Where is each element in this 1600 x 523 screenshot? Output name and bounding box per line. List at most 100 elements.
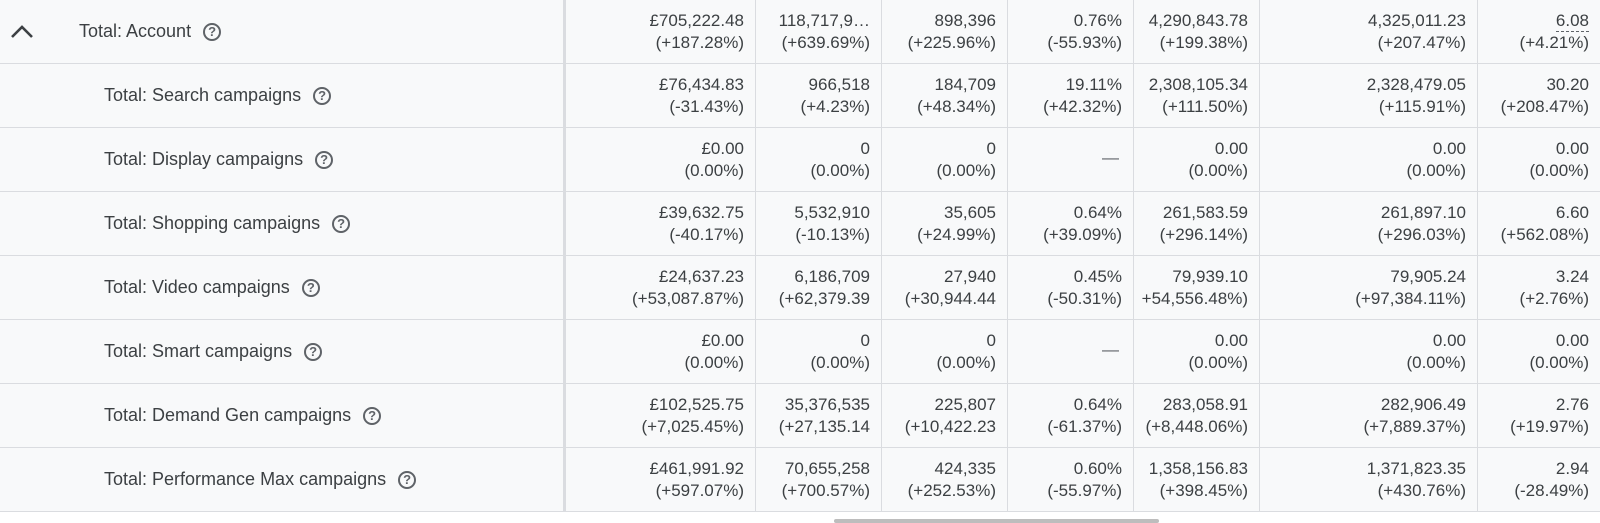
metric-change: (0.00%) [810, 161, 870, 180]
metric-change: (+48.34%) [917, 97, 996, 116]
metric-value: 1,358,156.83 [1148, 459, 1248, 478]
empty-value-dash: — [1102, 340, 1119, 359]
metric-change: (+225.96%) [907, 33, 996, 52]
metric-value: 19.11% [1065, 75, 1122, 94]
row-label-text: Total: Search campaigns [104, 85, 302, 105]
metric-cell: 2.94 (-28.49%) [1478, 448, 1600, 511]
metric-change: (+27,135.14 [778, 417, 870, 436]
metric-change: (+208.47%) [1500, 97, 1589, 116]
metric-cell: 2,328,479.05 (+115.91%) [1260, 64, 1478, 127]
metric-cell: £705,222.48 (+187.28%) [566, 0, 756, 63]
metric-change: (-31.43%) [669, 97, 744, 116]
row-name-cell: Total: Smart campaigns ? [0, 320, 566, 383]
metric-change: (0.00%) [684, 161, 744, 180]
metric-cell: 1,371,823.35 (+430.76%) [1260, 448, 1478, 511]
metric-cell: 0 (0.00%) [882, 128, 1008, 191]
metric-change: (0.00%) [1188, 353, 1248, 372]
metric-change: (+2.76%) [1519, 289, 1589, 308]
metric-change: (+207.47%) [1377, 33, 1466, 52]
table-row-smart: Total: Smart campaigns ? £0.00 (0.00%) 0 (… [0, 320, 1600, 384]
metric-value: 0.00 [1214, 331, 1248, 350]
metric-cell: 79,939.10 +54,556.48%) [1134, 256, 1260, 319]
metric-cell: 0.60% (-55.97%) [1008, 448, 1134, 511]
metric-value: 30.20 [1546, 75, 1589, 94]
metric-cell: 0 (0.00%) [882, 320, 1008, 383]
metric-change: (+42.32%) [1043, 97, 1122, 116]
metric-change: +54,556.48%) [1141, 289, 1248, 308]
help-icon[interactable]: ? [313, 86, 332, 105]
metric-change: (+597.07%) [655, 481, 744, 500]
metric-change: (+24.99%) [917, 225, 996, 244]
metric-value: 966,518 [808, 75, 870, 94]
table-row-display: Total: Display campaigns ? £0.00 (0.00%) … [0, 128, 1600, 192]
metric-change: (+7,889.37%) [1363, 417, 1466, 436]
metric-cell: 0.00 (0.00%) [1134, 128, 1260, 191]
help-icon[interactable]: ? [332, 214, 351, 233]
help-icon[interactable]: ? [203, 22, 222, 41]
row-name-cell: Total: Account ? [0, 0, 566, 63]
help-icon[interactable]: ? [304, 342, 323, 361]
metric-cell: £102,525.75 (+7,025.45%) [566, 384, 756, 447]
metric-cell: 0.00 (0.00%) [1478, 320, 1600, 383]
metric-change: (+4.23%) [800, 97, 870, 116]
metric-change: (0.00%) [1188, 161, 1248, 180]
row-name-cell: Total: Performance Max campaigns ? [0, 448, 566, 511]
metric-cell: £0.00 (0.00%) [566, 128, 756, 191]
row-name-cell: Total: Shopping campaigns ? [0, 192, 566, 255]
row-name-cell: Total: Display campaigns ? [0, 128, 566, 191]
metric-value: 0.64% [1073, 395, 1122, 414]
metric-cell: 0.64% (-61.37%) [1008, 384, 1134, 447]
table-row-demand-gen: Total: Demand Gen campaigns ? £102,525.7… [0, 384, 1600, 448]
row-label-text: Total: Display campaigns [104, 149, 304, 169]
metric-change: (0.00%) [936, 353, 996, 372]
metric-change: (0.00%) [1406, 353, 1466, 372]
metric-value: 0.00 [1555, 139, 1589, 158]
metric-value: 424,335 [934, 459, 996, 478]
metric-cell: — [1008, 320, 1134, 383]
metric-value: 2,308,105.34 [1148, 75, 1248, 94]
metric-value: 4,290,843.78 [1148, 11, 1248, 30]
metric-change: (+62,379.39 [778, 289, 870, 308]
metric-cell: 0.00 (0.00%) [1260, 320, 1478, 383]
row-name-cell: Total: Video campaigns ? [0, 256, 566, 319]
help-icon[interactable]: ? [398, 470, 417, 489]
metric-value: 0 [860, 331, 870, 350]
chevron-up-icon[interactable] [8, 18, 36, 46]
metric-value: £24,637.23 [658, 267, 744, 286]
help-icon[interactable]: ? [315, 150, 334, 169]
metric-cell: £0.00 (0.00%) [566, 320, 756, 383]
row-label-text: Total: Demand Gen campaigns [104, 405, 352, 425]
metric-value: 118,717,9… [778, 11, 870, 30]
metric-cell: 283,058.91 (+8,448.06%) [1134, 384, 1260, 447]
metric-cell: £24,637.23 (+53,087.87%) [566, 256, 756, 319]
metric-change: (0.00%) [1406, 161, 1466, 180]
horizontal-scrollbar[interactable] [834, 519, 1159, 523]
metric-value: 70,655,258 [784, 459, 870, 478]
metric-cell: 898,396 (+225.96%) [882, 0, 1008, 63]
metric-cell: 0 (0.00%) [756, 320, 882, 383]
metric-change: (+700.57%) [781, 481, 870, 500]
metric-value: 27,940 [944, 267, 996, 286]
metric-value: 6,186,709 [794, 267, 870, 286]
metric-value: 79,939.10 [1172, 267, 1248, 286]
help-icon[interactable]: ? [363, 406, 382, 425]
metric-cell: 70,655,258 (+700.57%) [756, 448, 882, 511]
metric-cell: 2.76 (+19.97%) [1478, 384, 1600, 447]
metric-change: (+10,422.23 [904, 417, 996, 436]
metric-cell: 0.76% (-55.93%) [1008, 0, 1134, 63]
metric-change: (-28.49%) [1514, 481, 1589, 500]
help-icon[interactable]: ? [301, 278, 320, 297]
metric-cell: 225,807 (+10,422.23 [882, 384, 1008, 447]
metric-change: (-10.13%) [795, 225, 870, 244]
metric-value: 1,371,823.35 [1366, 459, 1466, 478]
metric-value: 5,532,910 [794, 203, 870, 222]
metric-value[interactable]: 6.08 [1555, 11, 1589, 32]
metric-cell: 0 (0.00%) [756, 128, 882, 191]
metric-value: 0.00 [1214, 139, 1248, 158]
metric-value: 0.45% [1073, 267, 1122, 286]
row-label: Total: Performance Max campaigns ? [104, 448, 417, 511]
metric-cell: 19.11% (+42.32%) [1008, 64, 1134, 127]
metric-change: (+30,944.44 [904, 289, 996, 308]
metric-value: £0.00 [701, 331, 744, 350]
row-name-cell: Total: Search campaigns ? [0, 64, 566, 127]
